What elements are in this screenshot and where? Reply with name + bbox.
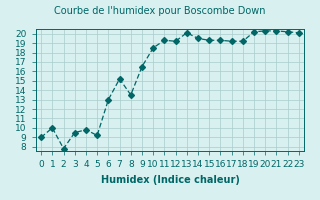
Text: Courbe de l'humidex pour Boscombe Down: Courbe de l'humidex pour Boscombe Down	[54, 6, 266, 16]
X-axis label: Humidex (Indice chaleur): Humidex (Indice chaleur)	[100, 175, 239, 185]
